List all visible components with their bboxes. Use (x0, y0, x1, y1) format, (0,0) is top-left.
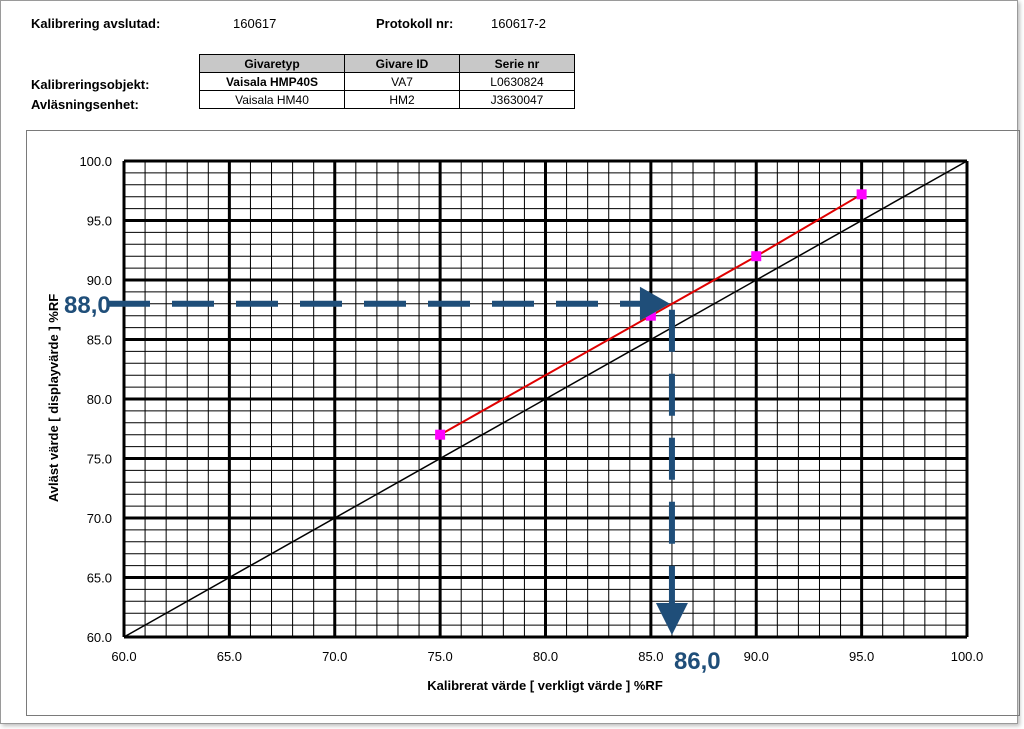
x-reading-annotation: 86,0 (674, 648, 721, 675)
x-tick-label: 80.0 (533, 649, 558, 664)
y-tick-label: 80.0 (87, 392, 112, 407)
y-tick-label: 90.0 (87, 273, 112, 288)
y-axis-label: Avläst värde [ displayvärde ] %RF (46, 294, 61, 502)
chart-grid (122, 159, 969, 639)
calibration-done-label: Kalibrering avslutad: (31, 16, 161, 31)
data-point-marker (645, 310, 656, 321)
sensor-table: Givaretyp Givare ID Serie nr Vaisala HMP… (199, 54, 575, 109)
down-arrowhead-icon (655, 603, 688, 635)
calibration-object-label: Kalibreringsobjekt: (31, 77, 150, 92)
y-tick-label: 95.0 (87, 214, 112, 229)
y-tick-label: 65.0 (87, 571, 112, 586)
y-reading-annotation: 88,0 (64, 292, 111, 319)
table-header-row: Givaretyp Givare ID Serie nr (199, 54, 575, 73)
calibration-series-line (439, 193, 863, 436)
reference-diagonal-line (123, 160, 968, 638)
col-header-type: Givaretyp (199, 54, 345, 73)
x-tick-label: 75.0 (427, 649, 452, 664)
x-axis-label: Kalibrerat värde [ verkligt värde ] %RF (427, 678, 663, 693)
y-tick-label: 100.0 (79, 154, 112, 169)
cell-id: HM2 (344, 90, 460, 109)
x-tick-label: 95.0 (849, 649, 874, 664)
chart-annotations: 88,0 86,0 (64, 286, 721, 675)
col-header-serial: Serie nr (459, 54, 575, 73)
x-tick-label: 90.0 (744, 649, 769, 664)
y-tick-label: 75.0 (87, 452, 112, 467)
table-row: Vaisala HM40 HM2 J3630047 (199, 90, 575, 109)
cell-type: Vaisala HM40 (199, 90, 345, 109)
y-tick-label: 70.0 (87, 511, 112, 526)
chart-lines (123, 160, 968, 638)
x-tick-label: 100.0 (951, 649, 984, 664)
cell-serial: J3630047 (459, 90, 575, 109)
right-arrowhead-icon (639, 286, 670, 321)
y-tick-label: 85.0 (87, 333, 112, 348)
data-point-marker (751, 251, 762, 262)
chart-ticks: 60.0 65.0 70.0 75.0 80.0 85.0 90.0 95.0 100.0 60.… (79, 154, 983, 664)
x-tick-label: 85.0 (638, 649, 663, 664)
x-tick-label: 60.0 (111, 649, 136, 664)
data-point-marker (856, 189, 867, 200)
cell-type: Vaisala HMP40S (199, 72, 345, 91)
chart-area (26, 130, 1020, 716)
calibration-done-value: 160617 (233, 16, 277, 31)
y-tick-label: 60.0 (87, 630, 112, 645)
x-tick-label: 65.0 (217, 649, 242, 664)
x-tick-label: 70.0 (322, 649, 347, 664)
protocol-value: 160617-2 (491, 16, 546, 31)
data-point-marker (435, 429, 446, 440)
reading-unit-label: Avläsningsenhet: (31, 97, 139, 112)
protocol-label: Protokoll nr: (376, 16, 454, 31)
